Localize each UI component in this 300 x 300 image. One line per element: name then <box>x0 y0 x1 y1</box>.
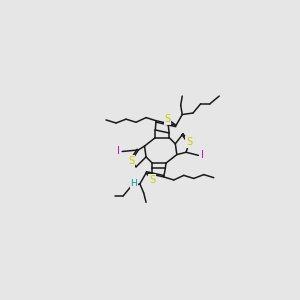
Text: S: S <box>164 114 171 124</box>
Text: H: H <box>130 179 137 188</box>
Text: S: S <box>128 156 134 166</box>
Text: I: I <box>201 150 204 160</box>
Text: I: I <box>117 146 120 157</box>
Text: S: S <box>186 137 192 147</box>
Text: S: S <box>149 175 155 185</box>
